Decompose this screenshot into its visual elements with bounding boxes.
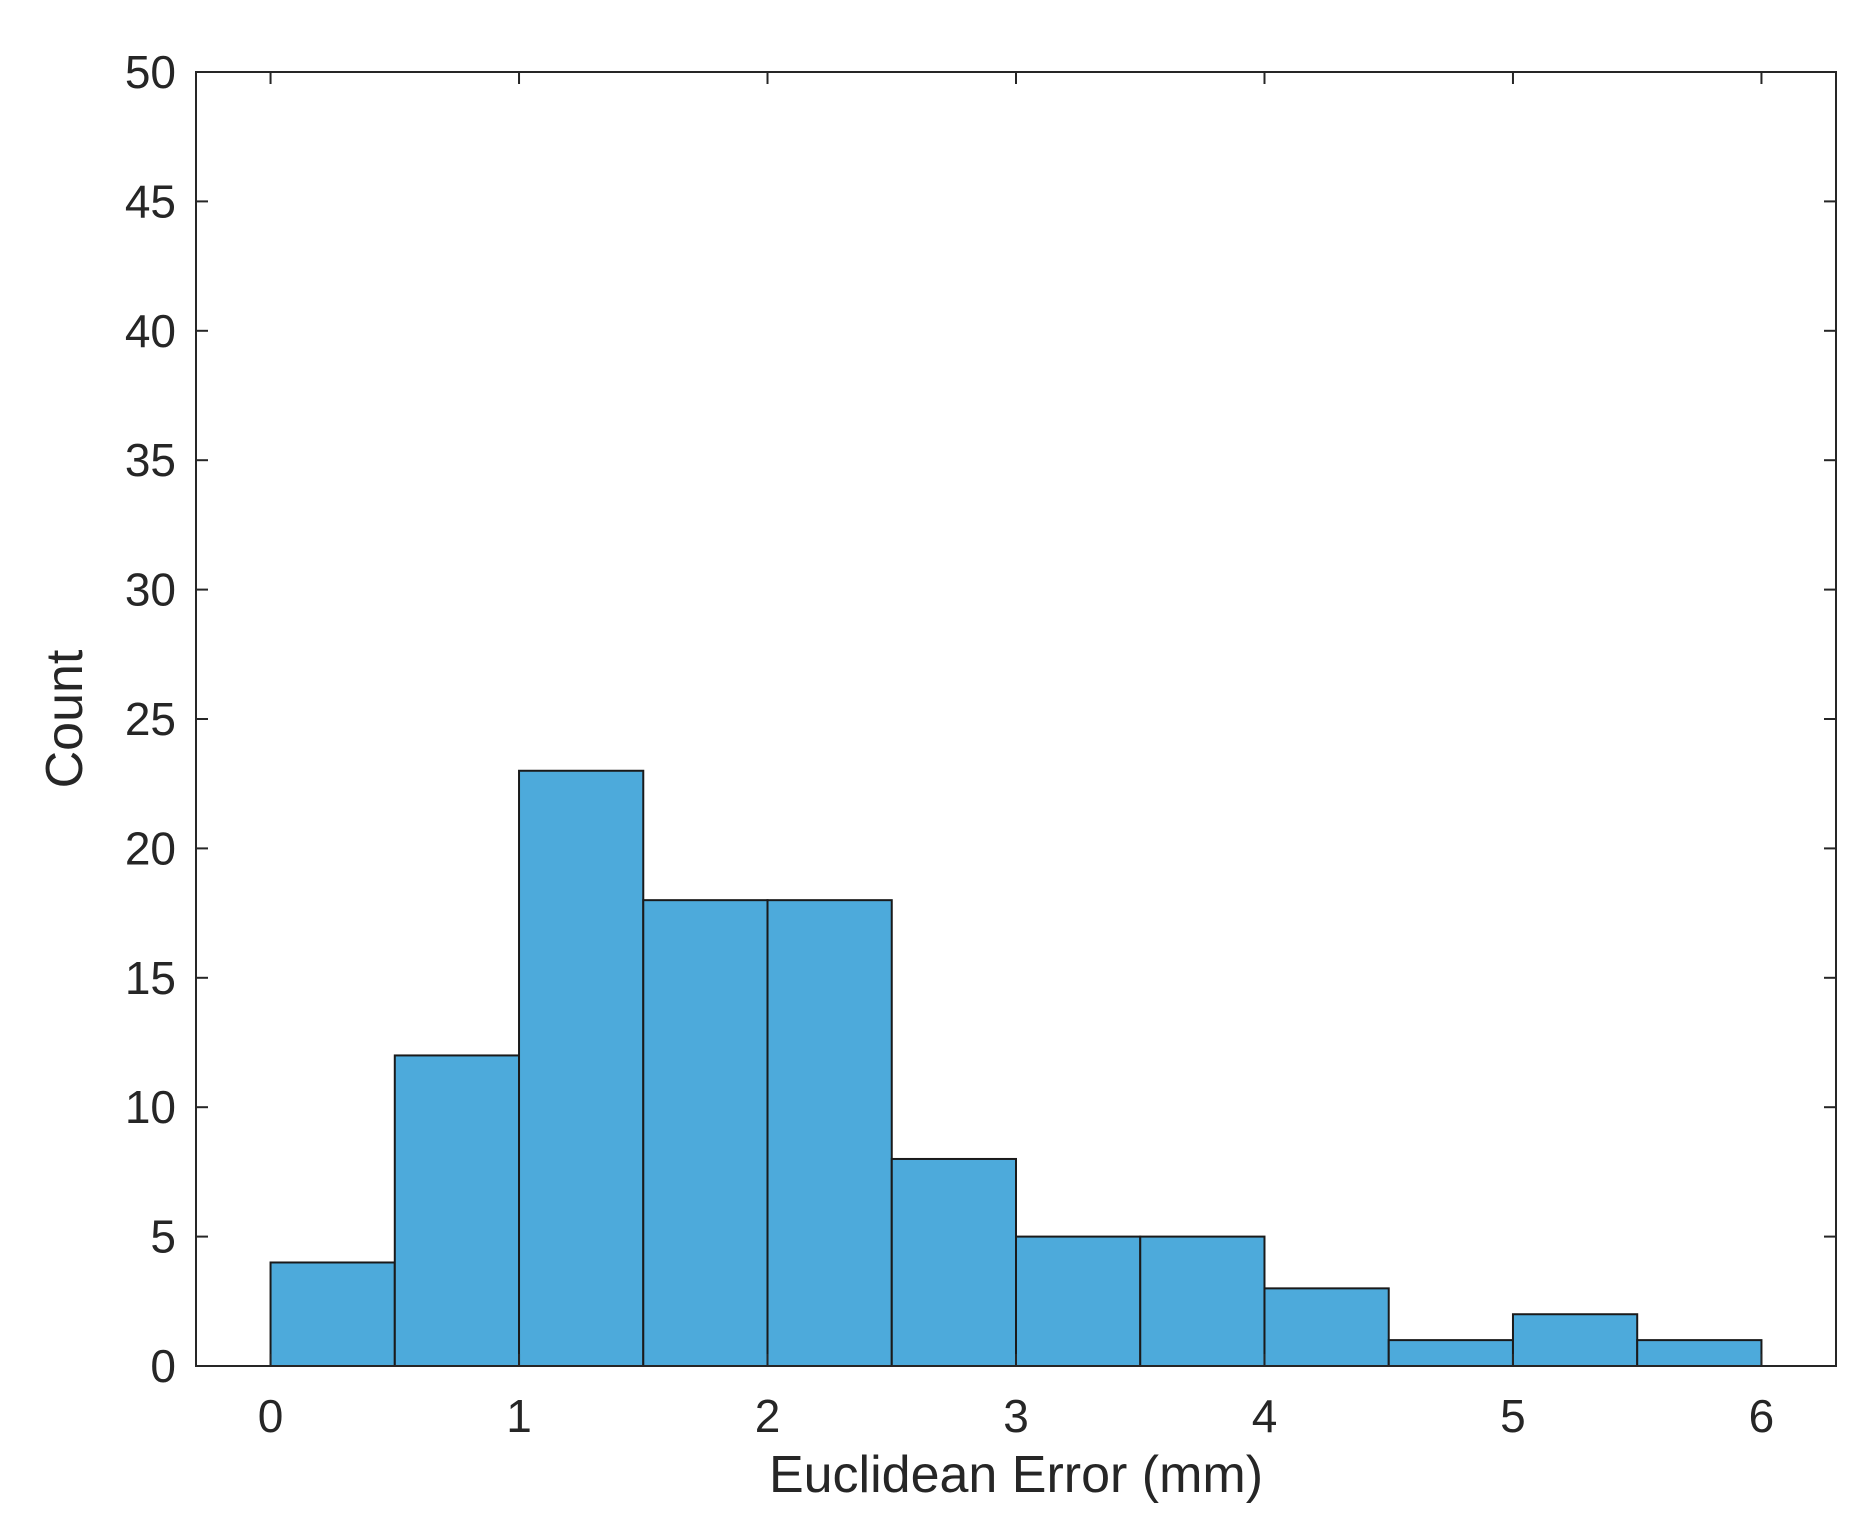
y-axis-title: Count [36,649,94,788]
y-tick-label: 5 [150,1211,176,1263]
histogram-bar [642,899,769,1367]
histogram-bar [393,1054,521,1367]
histogram-bar [1636,1339,1763,1367]
ticks-layer [196,71,1836,1367]
y-tick-label: 25 [125,693,176,745]
y-tick-label: 15 [125,952,176,1004]
histogram-bar [766,899,893,1367]
y-tick-label: 30 [125,564,176,616]
x-tick-label: 2 [755,1390,781,1442]
histogram-bar [1387,1339,1514,1367]
histogram-bar [269,1261,396,1367]
histogram-bar [1139,1235,1266,1367]
x-tick-label: 3 [1003,1390,1029,1442]
bars-layer [269,769,1763,1367]
histogram-bar [1511,1313,1639,1367]
histogram-bar [890,1157,1017,1367]
histogram-bar [1263,1287,1390,1367]
y-tick-label: 40 [125,305,176,357]
y-tick-label: 10 [125,1081,176,1133]
y-tick-label: 45 [125,175,176,227]
x-tick-label: 1 [506,1390,532,1442]
x-tick-label: 0 [258,1390,284,1442]
y-tick-label: 0 [150,1340,176,1392]
y-tick-label: 50 [125,46,176,98]
x-tick-label: 5 [1500,1390,1526,1442]
x-axis-title: Euclidean Error (mm) [769,1446,1263,1504]
y-tick-label: 20 [125,822,176,874]
y-tick-label: 35 [125,434,176,486]
x-tick-label: 6 [1749,1390,1775,1442]
histogram-bar [518,769,645,1367]
histogram-bar [1015,1235,1142,1367]
x-tick-label: 4 [1252,1390,1278,1442]
